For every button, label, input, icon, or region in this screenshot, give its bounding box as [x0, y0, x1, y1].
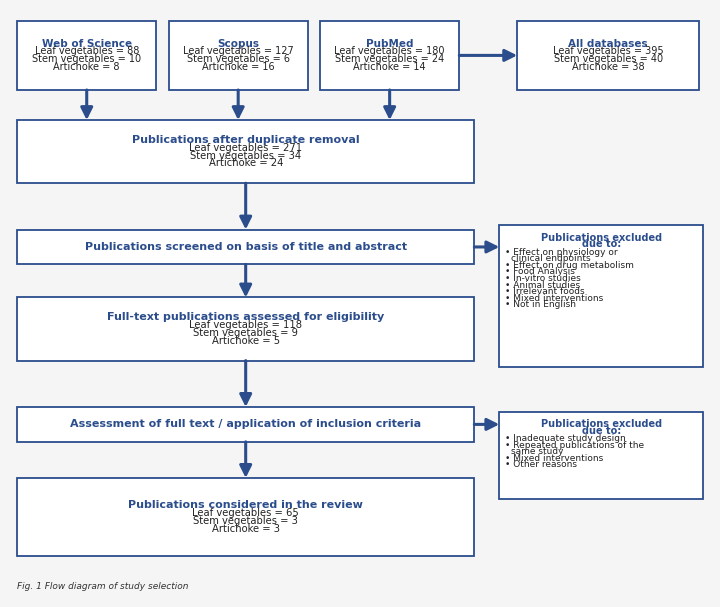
Text: Leaf vegetables = 88: Leaf vegetables = 88	[35, 47, 139, 56]
FancyBboxPatch shape	[17, 229, 474, 265]
Text: • In-vitro studies: • In-vitro studies	[505, 274, 581, 283]
Text: due to:: due to:	[582, 239, 621, 249]
Text: Leaf vegetables = 65: Leaf vegetables = 65	[192, 508, 299, 518]
Text: Artichoke = 5: Artichoke = 5	[212, 336, 280, 346]
Text: Publications excluded: Publications excluded	[541, 232, 662, 243]
Text: • Inadequate study design: • Inadequate study design	[505, 434, 626, 443]
Text: Artichoke = 24: Artichoke = 24	[209, 158, 283, 168]
FancyBboxPatch shape	[17, 297, 474, 361]
Text: • Food Analysis: • Food Analysis	[505, 268, 575, 276]
Text: • Animal studies: • Animal studies	[505, 280, 580, 290]
Text: clinical endpoints: clinical endpoints	[510, 254, 590, 263]
Text: Stem vegetables = 6: Stem vegetables = 6	[186, 54, 289, 64]
Text: Leaf vegetables = 118: Leaf vegetables = 118	[189, 320, 302, 330]
FancyBboxPatch shape	[168, 21, 308, 90]
FancyBboxPatch shape	[17, 407, 474, 442]
Text: Scopus: Scopus	[217, 39, 259, 49]
Text: Publications screened on basis of title and abstract: Publications screened on basis of title …	[85, 242, 407, 252]
Text: Stem vegetables = 3: Stem vegetables = 3	[193, 516, 298, 526]
Text: Publications excluded: Publications excluded	[541, 419, 662, 429]
Text: Artichoke = 16: Artichoke = 16	[202, 62, 274, 72]
Text: same study: same study	[510, 447, 563, 456]
Text: due to:: due to:	[582, 426, 621, 436]
FancyBboxPatch shape	[517, 21, 699, 90]
Text: Stem vegetables = 24: Stem vegetables = 24	[335, 54, 444, 64]
Text: Leaf vegetables = 395: Leaf vegetables = 395	[553, 47, 664, 56]
Text: • Effect on drug metabolism: • Effect on drug metabolism	[505, 261, 634, 270]
FancyBboxPatch shape	[17, 478, 474, 556]
Text: • Effect on physiology or: • Effect on physiology or	[505, 248, 618, 257]
Text: Leaf vegetables = 180: Leaf vegetables = 180	[334, 47, 445, 56]
FancyBboxPatch shape	[320, 21, 459, 90]
FancyBboxPatch shape	[499, 225, 703, 367]
Text: PubMed: PubMed	[366, 39, 413, 49]
FancyBboxPatch shape	[499, 412, 703, 499]
Text: • Repeated publications of the: • Repeated publications of the	[505, 441, 644, 450]
Text: Assessment of full text / application of inclusion criteria: Assessment of full text / application of…	[70, 419, 421, 429]
Text: Stem vegetables = 34: Stem vegetables = 34	[190, 151, 301, 160]
Text: • Other reasons: • Other reasons	[505, 461, 577, 469]
Text: All databases: All databases	[569, 39, 648, 49]
Text: Publications considered in the review: Publications considered in the review	[128, 500, 363, 510]
Text: Web of Science: Web of Science	[42, 39, 132, 49]
Text: • Mixed interventions: • Mixed interventions	[505, 454, 603, 463]
FancyBboxPatch shape	[17, 21, 156, 90]
Text: Leaf vegetables = 271: Leaf vegetables = 271	[189, 143, 302, 153]
Text: • Not in English: • Not in English	[505, 300, 576, 310]
Text: Artichoke = 38: Artichoke = 38	[572, 62, 644, 72]
Text: Stem vegetables = 40: Stem vegetables = 40	[554, 54, 663, 64]
Text: • Irrelevant foods: • Irrelevant foods	[505, 287, 585, 296]
Text: Publications after duplicate removal: Publications after duplicate removal	[132, 135, 359, 145]
Text: Stem vegetables = 9: Stem vegetables = 9	[193, 328, 298, 338]
Text: Full-text publications assessed for eligibility: Full-text publications assessed for elig…	[107, 313, 384, 322]
Text: Artichoke = 3: Artichoke = 3	[212, 524, 279, 534]
Text: Leaf vegetables = 127: Leaf vegetables = 127	[183, 47, 294, 56]
Text: Artichoke = 8: Artichoke = 8	[53, 62, 120, 72]
Text: • Mixed interventions: • Mixed interventions	[505, 294, 603, 303]
FancyBboxPatch shape	[17, 120, 474, 183]
Text: Artichoke = 14: Artichoke = 14	[354, 62, 426, 72]
Text: Fig. 1 Flow diagram of study selection: Fig. 1 Flow diagram of study selection	[17, 582, 189, 591]
Text: Stem vegetables = 10: Stem vegetables = 10	[32, 54, 141, 64]
